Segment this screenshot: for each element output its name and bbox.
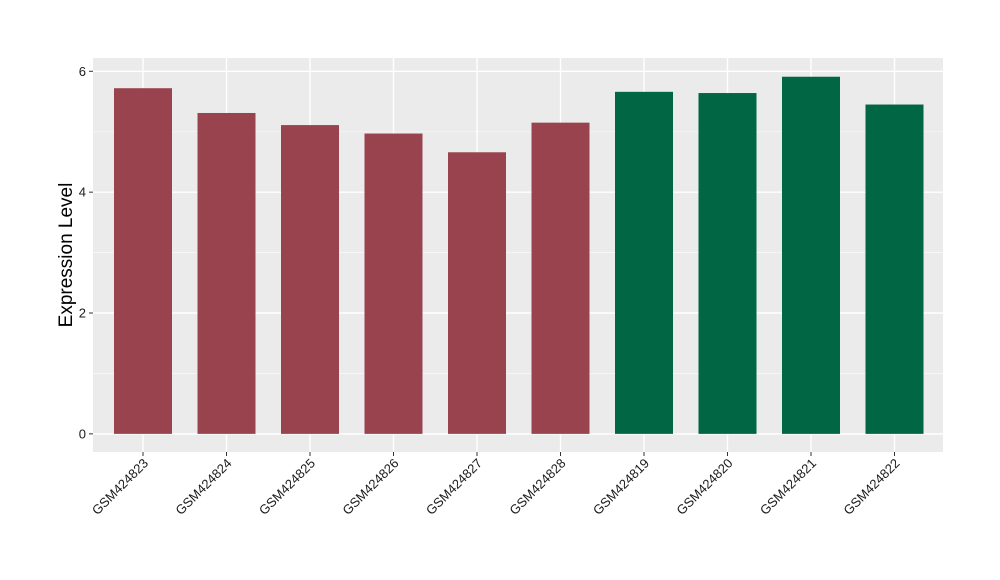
x-tick-label: GSM424823 [89,456,151,518]
y-tick-label: 2 [79,306,86,321]
bar-GSM424826 [364,133,423,434]
bar-GSM424820 [698,93,757,434]
x-tick-label: GSM424827 [423,456,485,518]
bar-GSM424821 [782,76,840,434]
bar-GSM424824 [197,112,256,434]
bars [114,76,924,434]
bar-GSM424823 [114,88,172,434]
x-tick-label: GSM424825 [256,456,318,518]
x-tick-label: GSM424826 [339,456,401,518]
y-tick-label: 6 [79,64,86,79]
y-axis-title: Expression Level [56,183,77,328]
x-tick-label: GSM424828 [506,456,568,518]
bar-GSM424827 [448,152,506,434]
x-tick-label: GSM424822 [840,456,902,518]
bar-GSM424819 [615,91,673,434]
y-tick-label: 0 [79,426,86,441]
x-tick-label: GSM424821 [757,456,819,518]
y-tick-label: 4 [79,185,86,200]
bar-GSM424828 [531,122,590,434]
x-tick-label: GSM424819 [590,456,652,518]
x-tick-label: GSM424820 [673,456,735,518]
bar-GSM424822 [865,104,924,434]
bar-GSM424825 [281,125,339,434]
x-tick-label: GSM424824 [172,456,234,518]
